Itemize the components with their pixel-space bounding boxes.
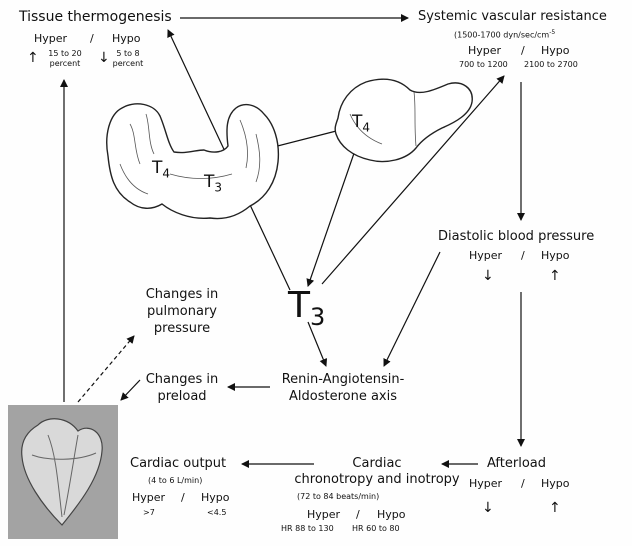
t3-thyroid-label: T3	[204, 172, 222, 194]
pulmonary-line2: pulmonary	[147, 304, 217, 319]
svr-hypo-value: 2100 to 2700	[524, 60, 578, 69]
chronotropy-units: (72 to 84 beats/min)	[297, 492, 380, 501]
liver-illustration	[334, 78, 473, 163]
thermogenesis-hypo-value: 5 to 8 percent	[106, 49, 150, 69]
chronotropy-hyper-value: HR 88 to 130	[281, 524, 334, 533]
thermogenesis-title: Tissue thermogenesis	[19, 9, 172, 25]
svr-units-text: (1500-1700 dyn/sec/cm	[454, 30, 550, 40]
cardiac-output-hyper-label: Hyper	[132, 491, 166, 504]
afterload-hypo-label: Hypo	[541, 477, 570, 490]
raa-line2: Aldosterone axis	[288, 389, 397, 404]
cardiac-output-separator: /	[181, 491, 185, 504]
t3-central-letter: T	[288, 285, 310, 326]
raa-line1: Renin-Angiotensin-	[281, 372, 405, 387]
svr-units: (1500-1700 dyn/sec/cm-5	[454, 28, 555, 41]
thermogenesis-hypo-down-arrow-icon: ↓	[98, 50, 110, 66]
thermogenesis-separator: /	[90, 32, 94, 45]
thermogenesis-hyper-value: 15 to 20 percent	[40, 49, 90, 69]
preload-label: Changes in preload	[132, 371, 232, 405]
chronotropy-hypo-label: Hypo	[377, 508, 406, 521]
t4-thyroid-label: T4	[152, 158, 170, 180]
dbp-hypo-up-arrow-icon: ↑	[549, 268, 561, 284]
dbp-hyper-label: Hyper	[469, 249, 503, 262]
svr-title: Systemic vascular resistance	[418, 9, 607, 24]
t4-thyroid-subscript: 4	[162, 166, 171, 181]
heart-illustration	[8, 405, 118, 539]
svr-hyper-value: 700 to 1200	[459, 60, 508, 69]
arrow-liver-to-t3	[306, 135, 361, 287]
svr-separator: /	[521, 44, 525, 57]
chronotropy-hyper-label: Hyper	[307, 508, 341, 521]
thyroid-gland-illustration	[106, 103, 280, 220]
svr-hyper-label: Hyper	[468, 44, 502, 57]
thermogenesis-hypo-value-line2: percent	[112, 59, 144, 68]
t4-liver-subscript: 4	[362, 120, 371, 135]
t3-thyroid-subscript: 3	[214, 180, 223, 195]
chronotropy-hypo-value: HR 60 to 80	[352, 524, 400, 533]
heart-icon	[8, 405, 118, 539]
t3-central-subscript: 3	[310, 303, 326, 332]
thermogenesis-hyper-value-line2: percent	[49, 59, 81, 68]
arrow-t3-to-raa	[307, 321, 328, 367]
t3-thyroid-letter: T	[204, 172, 215, 192]
svr-hypo-label: Hypo	[541, 44, 570, 57]
raa-label: Renin-Angiotensin- Aldosterone axis	[268, 371, 418, 405]
chronotropy-line1: Cardiac	[352, 456, 402, 471]
arrow-heart-to-pulmonary	[77, 335, 135, 403]
thermogenesis-hyper-value-line1: 15 to 20	[48, 49, 82, 58]
afterload-hyper-label: Hyper	[469, 477, 503, 490]
afterload-hyper-down-arrow-icon: ↓	[482, 500, 494, 516]
thermogenesis-hyper-label: Hyper	[34, 32, 68, 45]
cardiac-output-hyper-value: >7	[143, 508, 155, 517]
cardiac-output-hypo-value: <4.5	[207, 508, 227, 517]
afterload-separator: /	[521, 477, 525, 490]
pulmonary-line3: pressure	[153, 321, 211, 336]
thermogenesis-hypo-label: Hypo	[112, 32, 141, 45]
dbp-hypo-label: Hypo	[541, 249, 570, 262]
pulmonary-line1: Changes in	[145, 287, 219, 302]
t4-liver-label: T4	[352, 112, 370, 134]
preload-line2: preload	[157, 389, 207, 404]
thermogenesis-hypo-value-line1: 5 to 8	[116, 49, 140, 58]
t3-central-label: T3	[288, 288, 325, 335]
dbp-hyper-down-arrow-icon: ↓	[482, 268, 494, 284]
arrow-preload-to-heart	[120, 379, 141, 401]
dbp-separator: /	[521, 249, 525, 262]
afterload-hypo-up-arrow-icon: ↑	[549, 500, 561, 516]
arrow-t3-to-svr	[321, 75, 505, 285]
dbp-title: Diastolic blood pressure	[438, 229, 595, 244]
chronotropy-label: Cardiac chronotropy and inotropy	[294, 456, 460, 488]
cardiac-output-title: Cardiac output	[130, 456, 227, 471]
pulmonary-pressure-label: Changes in pulmonary pressure	[132, 286, 232, 337]
cardiac-output-hypo-label: Hypo	[201, 491, 230, 504]
chronotropy-separator: /	[356, 508, 360, 521]
preload-line1: Changes in	[145, 372, 219, 387]
arrow-dbp-to-raa	[383, 251, 441, 367]
thermogenesis-hyper-up-arrow-icon: ↑	[27, 50, 39, 66]
t4-liver-letter: T	[352, 112, 363, 132]
chronotropy-line2: chronotropy and inotropy	[294, 472, 460, 487]
afterload-title: Afterload	[487, 456, 547, 471]
svr-units-superscript: -5	[549, 29, 556, 36]
cardiac-output-units: (4 to 6 L/min)	[148, 476, 203, 485]
t4-thyroid-letter: T	[152, 158, 163, 178]
